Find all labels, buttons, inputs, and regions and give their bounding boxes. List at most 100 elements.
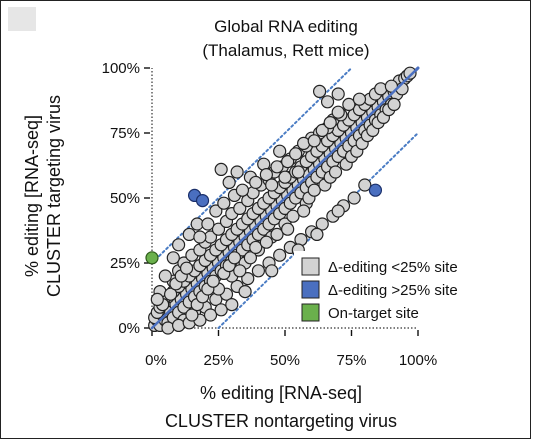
y-axis-label-line1: % editing [RNA-seq]	[22, 115, 42, 277]
point-s0-172	[273, 144, 287, 158]
point-s0-154	[233, 201, 247, 215]
point-s0-264	[315, 123, 329, 137]
x-tick-label-2: 50%	[270, 352, 300, 369]
point-s0-235	[281, 222, 295, 236]
point-s1-2	[368, 183, 383, 197]
point-s0-169	[214, 162, 228, 176]
point-s0-272	[265, 178, 279, 192]
point-s0-265	[323, 115, 337, 130]
point-s0-278	[320, 95, 335, 109]
point-s0-275	[222, 175, 236, 189]
point-s0-257	[249, 175, 263, 189]
point-s0-254	[217, 196, 231, 210]
point-s0-214	[214, 303, 228, 317]
panel-letter-tab	[8, 7, 36, 31]
point-s0-256	[235, 183, 250, 197]
point-s0-134	[374, 82, 388, 96]
point-s0-270	[331, 87, 345, 101]
point-s0-233	[259, 235, 273, 249]
point-s0-226	[206, 274, 220, 288]
point-s0-217	[164, 287, 178, 301]
point-s0-215	[225, 298, 239, 312]
x-axis-label-line1: % editing [RNA-seq]	[200, 383, 362, 403]
legend-label-1: Δ-editing >25% site	[328, 282, 458, 299]
point-s0-262	[297, 136, 311, 150]
legend-background	[294, 251, 500, 323]
x-axis-label: % editing [RNA-seq] CLUSTER nontargeting…	[165, 383, 397, 431]
point-s0-192	[265, 264, 279, 278]
legend-label-2: On-target site	[328, 305, 419, 322]
point-s0-222	[185, 308, 199, 322]
x-axis-label-line2: CLUSTER nontargeting virus	[165, 411, 397, 431]
x-tick-label-3: 75%	[336, 352, 366, 369]
point-s0-189	[347, 191, 361, 205]
point-s0-276	[201, 217, 215, 231]
y-tick-label-0: 0%	[118, 320, 140, 337]
point-s0-179	[241, 272, 255, 286]
y-tick-label-2: 50%	[110, 190, 140, 207]
point-s0-237	[297, 204, 311, 218]
point-s0-182	[273, 248, 287, 262]
point-s0-242	[328, 165, 343, 179]
legend-swatch-2	[301, 303, 320, 322]
legend-label-0: Δ-editing <25% site	[328, 259, 458, 276]
point-s0-229	[227, 251, 242, 265]
data-points	[145, 66, 417, 335]
y-tick-label-3: 75%	[110, 125, 140, 142]
point-s0-234	[270, 227, 284, 241]
point-s0-263	[307, 134, 321, 148]
legend: Δ-editing <25% site Δ-editing >25% site On…	[294, 251, 500, 323]
point-s0-271	[291, 165, 305, 179]
point-s0-151	[211, 222, 226, 236]
point-s0-230	[233, 264, 247, 278]
point-s0-209	[161, 321, 175, 335]
x-tick-label-4: 100%	[399, 352, 437, 369]
point-s0-186	[315, 217, 329, 231]
y-axis-label-line2: CLUSTER targeting virus	[44, 95, 64, 297]
legend-swatch-0	[301, 257, 320, 276]
point-s0-221	[150, 292, 164, 306]
chart-title: Global RNA editing (Thalamus, Rett mice)	[202, 17, 369, 60]
x-tick-label-0: 0%	[145, 352, 167, 369]
point-s0-207	[182, 227, 196, 241]
point-s0-260	[281, 155, 295, 169]
y-tick-label-1: 25%	[110, 255, 140, 272]
point-s0-204	[158, 269, 172, 283]
point-s0-239	[307, 183, 321, 197]
point-s0-274	[230, 165, 244, 179]
point-s0-236	[286, 209, 300, 223]
reference-line-overlay	[150, 66, 420, 330]
point-s0-140	[403, 66, 417, 80]
point-s0-259	[270, 160, 284, 174]
point-s0-142	[384, 79, 398, 93]
point-s0-213	[203, 308, 218, 322]
series-0	[148, 66, 417, 335]
point-s0-206	[172, 238, 186, 252]
point-s0-253	[209, 204, 223, 218]
point-s0-273	[278, 170, 292, 184]
point-s0-266	[331, 105, 345, 119]
axes: 0% 25% 50% 75% 100% 0% 25% 50% 75% 100%	[102, 60, 438, 369]
point-s0-267	[342, 97, 356, 112]
point-s0-269	[312, 84, 327, 99]
point-s0-210	[172, 318, 186, 332]
x-tick-label-1: 25%	[203, 352, 233, 369]
point-s0-268	[352, 92, 367, 106]
chart-title-line1: Global RNA editing	[214, 17, 358, 36]
chart-title-line2: (Thalamus, Rett mice)	[202, 41, 369, 60]
point-s0-191	[238, 285, 252, 299]
point-s0-205	[166, 251, 180, 265]
series-2	[145, 251, 159, 265]
y-axis-label: % editing [RNA-seq] CLUSTER targeting vi…	[22, 95, 64, 297]
point-s1-1	[195, 194, 210, 208]
point-s2-0	[145, 251, 159, 265]
point-s0-261	[289, 147, 303, 161]
point-s0-195	[331, 204, 345, 218]
series-1	[187, 183, 383, 208]
y-tick-label-4: 100%	[102, 60, 140, 77]
point-s0-232	[249, 240, 263, 254]
point-s0-258	[259, 168, 273, 182]
point-s0-194	[310, 227, 324, 241]
point-s0-180	[251, 264, 265, 278]
